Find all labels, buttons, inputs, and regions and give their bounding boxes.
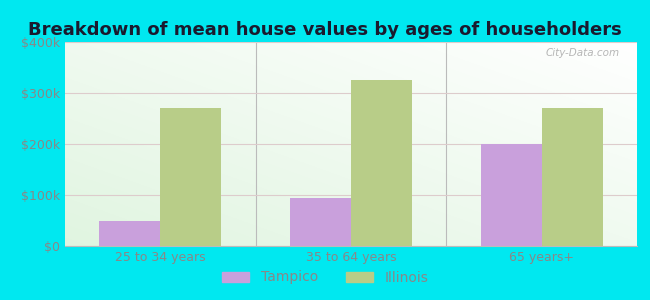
Text: City-Data.com: City-Data.com xyxy=(546,48,620,58)
Bar xyxy=(351,80,412,246)
Bar xyxy=(99,220,161,246)
Bar xyxy=(161,108,222,246)
Text: Breakdown of mean house values by ages of householders: Breakdown of mean house values by ages o… xyxy=(28,21,622,39)
Bar xyxy=(480,144,541,246)
Bar xyxy=(290,197,351,246)
Bar xyxy=(541,108,603,246)
Legend: Tampico, Illinois: Tampico, Illinois xyxy=(216,265,434,290)
